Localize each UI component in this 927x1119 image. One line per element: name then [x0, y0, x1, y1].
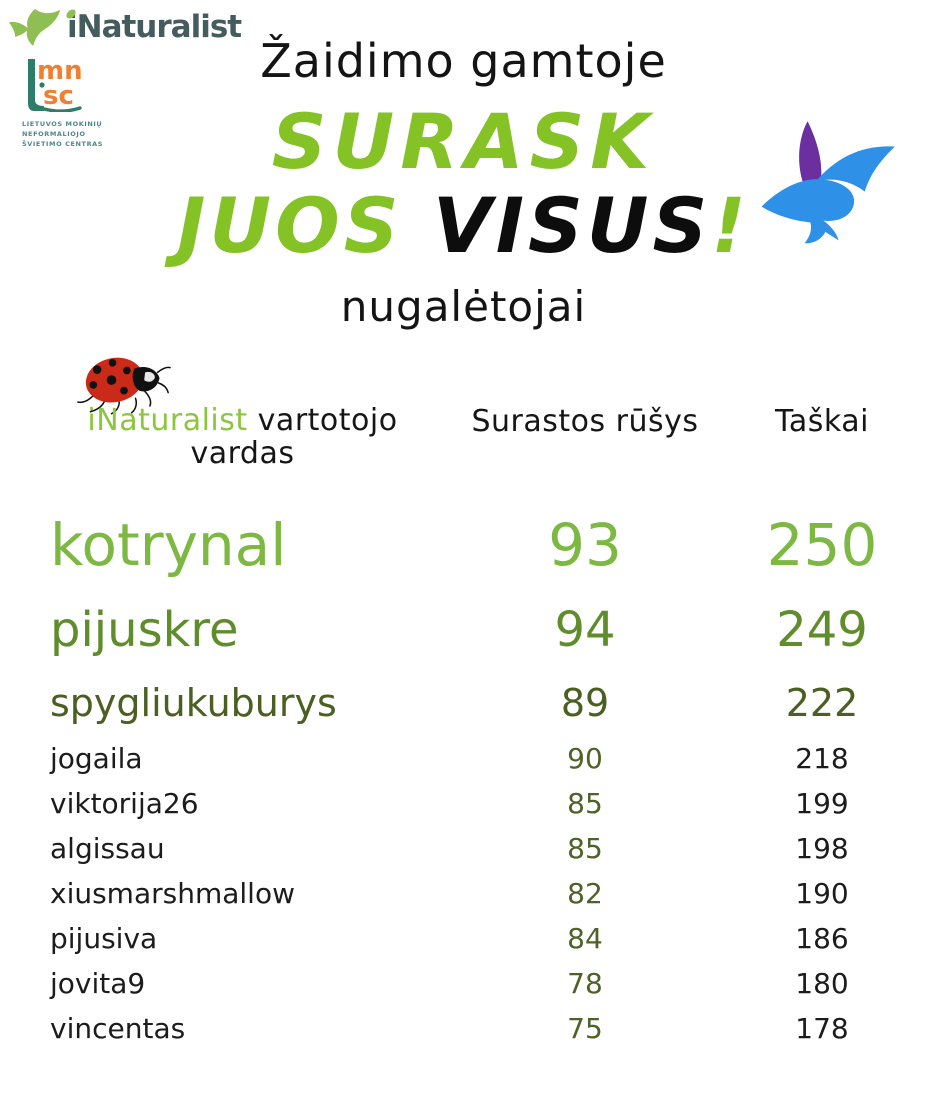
inaturalist-bird-icon — [8, 9, 61, 46]
swallow-bird-icon — [761, 121, 895, 244]
points-cell: 186 — [795, 922, 849, 955]
leaderboard-rows: kotrynal 93 250 pijuskre 94 249 spygliukuburys… — [50, 500, 909, 1051]
table-row: jovita9 78 180 — [50, 961, 909, 1006]
inaturalist-wordmark-text: iNaturalist — [67, 9, 242, 45]
species-count-cell: 93 — [548, 511, 622, 579]
lmnsc-caption-line: NEFORMALIOJO — [22, 130, 86, 139]
table-row: kotrynal 93 250 — [50, 500, 909, 590]
points-cell: 178 — [795, 1012, 849, 1045]
main-title-line1: SURASK — [271, 97, 656, 186]
svg-text:sc: sc — [43, 81, 74, 111]
leaderboard-header: iNaturalist vartotojo vardas Surastos rū… — [50, 404, 909, 470]
username-cell: algissau — [50, 832, 165, 865]
username-cell: jogaila — [50, 742, 143, 775]
species-count-cell: 90 — [567, 742, 603, 775]
username-cell: spygliukuburys — [50, 681, 337, 725]
table-row: algissau 85 198 — [50, 826, 909, 871]
points-cell: 249 — [776, 602, 868, 658]
username-column-header: iNaturalist vartotojo vardas — [50, 404, 435, 470]
table-row: vincentas 75 178 — [50, 1006, 909, 1051]
species-count-cell: 78 — [567, 967, 603, 1000]
species-count-cell: 82 — [567, 877, 603, 910]
lmnsc-logo-icon: mn sc — [28, 56, 83, 113]
points-cell: 199 — [795, 787, 849, 820]
species-count-cell: 94 — [554, 602, 616, 658]
points-cell: 250 — [766, 511, 878, 579]
username-cell: jovita9 — [50, 967, 146, 1000]
species-count-cell: 85 — [567, 787, 603, 820]
pretitle: Žaidimo gamtoje — [260, 34, 667, 88]
points-cell: 198 — [795, 832, 849, 865]
username-header-line2: vardas — [190, 436, 295, 471]
username-cell: pijuskre — [50, 602, 239, 658]
table-row: viktorija26 85 199 — [50, 781, 909, 826]
title-exclaim: ! — [711, 181, 750, 270]
username-cell: vincentas — [50, 1012, 186, 1045]
inaturalist-logo: iNaturalist — [8, 6, 242, 48]
points-cell: 190 — [795, 877, 849, 910]
points-column-header: Taškai — [775, 404, 869, 439]
lmnsc-caption: LIETUVOS MOKINIŲ NEFORMALIOJO ŠVIETIMO C… — [22, 119, 142, 149]
username-header-word: vartotojo — [247, 403, 398, 438]
username-cell: xiusmarshmallow — [50, 877, 295, 910]
lmnsc-logo: mn sc LIETUVOS MOKINIŲ NEFORMALIOJO ŠVIE… — [22, 56, 142, 149]
username-cell: pijusiva — [50, 922, 158, 955]
main-title-line2: JUOS VISUS! — [0, 188, 927, 264]
species-count-cell: 84 — [567, 922, 603, 955]
username-cell: viktorija26 — [50, 787, 199, 820]
ladybug-icon — [77, 357, 171, 415]
logo-block: iNaturalist mn sc LIETUVOS MOKINIŲ NEFOR… — [8, 6, 242, 149]
svg-text:mn: mn — [37, 58, 83, 86]
username-cell: kotrynal — [50, 511, 287, 579]
table-row: jogaila 90 218 — [50, 736, 909, 781]
lmnsc-caption-line: LIETUVOS MOKINIŲ — [22, 120, 103, 128]
leaderboard: iNaturalist vartotojo vardas Surastos rū… — [0, 404, 927, 1051]
points-cell: 218 — [795, 742, 849, 775]
table-row: spygliukuburys 89 222 — [50, 670, 909, 736]
table-row: xiusmarshmallow 82 190 — [50, 871, 909, 916]
species-count-cell: 89 — [560, 681, 610, 725]
species-count-cell: 75 — [567, 1012, 603, 1045]
species-column-header: Surastos rūšys — [471, 404, 699, 439]
inaturalist-wordmark: iNaturalist — [65, 8, 242, 45]
subtitle: nugalėtojai — [340, 282, 587, 331]
title-block: Žaidimo gamtoje SURASK JUOS VISUS! nugal… — [0, 34, 927, 331]
title-word-juos: JUOS — [177, 181, 433, 270]
table-row: pijusiva 84 186 — [50, 916, 909, 961]
table-row: pijuskre 94 249 — [50, 590, 909, 670]
points-cell: 180 — [795, 967, 849, 1000]
title-word-visus: VISUS — [432, 181, 712, 270]
lmnsc-caption-line: ŠVIETIMO CENTRAS — [22, 140, 104, 149]
username-header-brand: iNaturalist — [87, 403, 248, 438]
points-cell: 222 — [785, 681, 859, 725]
species-count-cell: 85 — [567, 832, 603, 865]
